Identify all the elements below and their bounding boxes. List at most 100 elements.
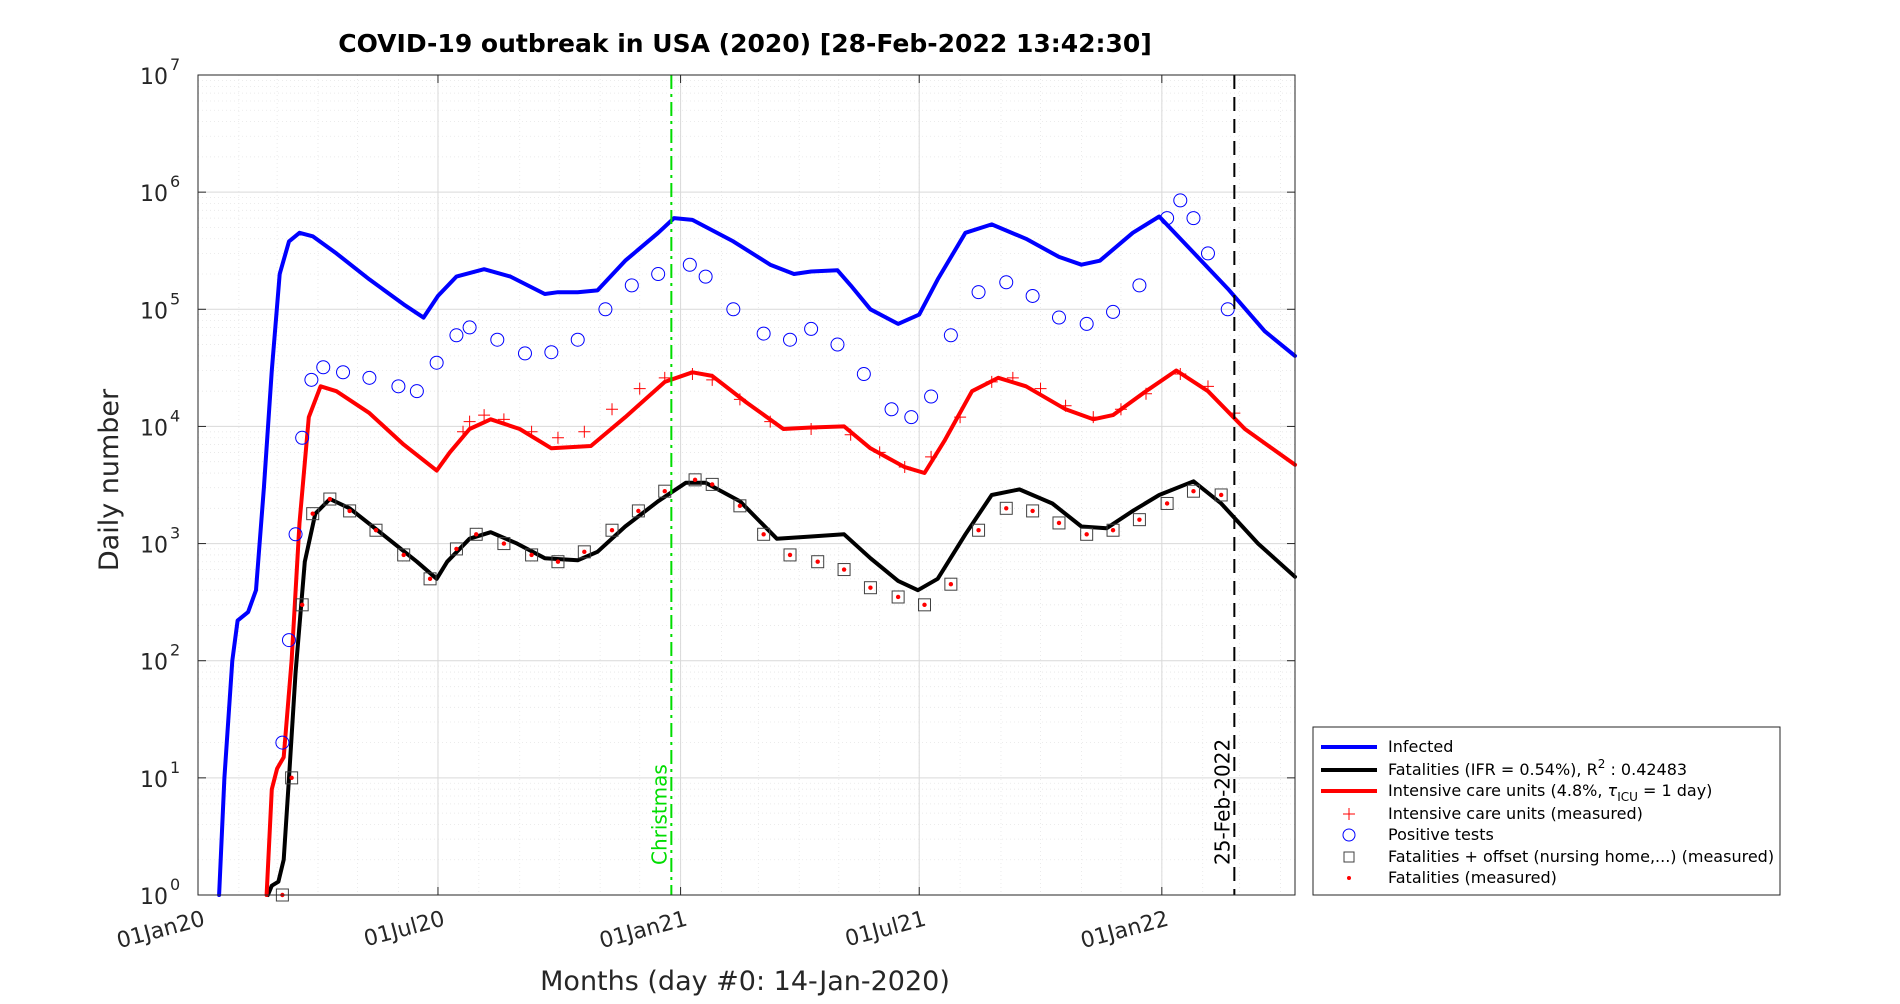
annotation-layer: Christmas 25-Feb-2022	[647, 75, 1236, 895]
data-point-circle	[804, 321, 819, 336]
data-point-dot	[373, 528, 379, 533]
data-point-circle	[1106, 304, 1121, 319]
series-layer	[217, 193, 1297, 902]
data-point-plus	[985, 375, 998, 388]
data-point-plus	[463, 415, 476, 428]
data-point-circle	[1079, 316, 1094, 331]
data-point-square	[295, 598, 309, 612]
legend-label: Intensive care units (measured)	[1388, 804, 1643, 823]
data-point-dot	[427, 576, 433, 582]
data-point-plus	[497, 413, 510, 426]
legend-swatch-circle	[1342, 828, 1356, 842]
data-point-square	[1080, 527, 1094, 541]
y-tick-label: 10	[140, 182, 168, 207]
data-point-square	[811, 555, 825, 569]
y-tick-label: 10	[140, 651, 168, 676]
series-scatter-plus-group	[457, 368, 1241, 474]
legend-label: Fatalities (measured)	[1388, 868, 1557, 887]
data-point-square	[469, 527, 483, 541]
data-point-plus	[873, 446, 886, 459]
data-point-square	[551, 555, 565, 569]
data-point-circle	[429, 355, 444, 370]
data-point-circle	[391, 379, 406, 394]
data-point-dot	[327, 496, 333, 502]
series-scatter-dot-group	[280, 477, 1224, 898]
data-point-square	[757, 527, 771, 541]
data-point-dot	[1004, 506, 1009, 511]
legend-entry: Fatalities (IFR = 0.54%), R2 : 0.42483	[1321, 757, 1687, 779]
data-point-circle	[971, 285, 986, 300]
data-point-plus	[478, 409, 491, 422]
data-point-circle	[1173, 193, 1188, 208]
data-point-dot	[1191, 488, 1196, 494]
data-point-square	[705, 477, 719, 491]
legend-swatch-plus	[1343, 808, 1355, 820]
data-point-dot	[609, 528, 615, 533]
data-point-plus	[686, 368, 699, 381]
legend-label: Fatalities (IFR = 0.54%), R2 : 0.42483	[1388, 757, 1687, 779]
x-axis-label: Months (day #0: 14-Jan-2020)	[540, 966, 950, 997]
data-point-plus	[1114, 403, 1127, 416]
data-point-dot	[474, 532, 479, 537]
data-point-plus	[1087, 411, 1100, 424]
data-point-plus	[658, 371, 671, 384]
data-point-circle	[884, 402, 899, 417]
data-point-plus	[1034, 382, 1047, 395]
data-point-square	[733, 499, 747, 513]
data-point-square	[944, 577, 958, 591]
data-point-circle	[275, 735, 290, 750]
data-point-circle	[856, 367, 871, 382]
data-point-plus	[844, 428, 857, 441]
data-point-dot	[1084, 532, 1089, 537]
data-point-plus	[706, 373, 719, 386]
legend-swatch-dot	[1347, 876, 1351, 880]
y-tick-label: 10	[140, 534, 168, 559]
data-point-square	[323, 492, 337, 506]
legend-entry: Fatalities + offset (nursing home,...) (…	[1343, 847, 1774, 866]
data-point-circle	[304, 372, 319, 387]
data-point-dot	[1110, 528, 1116, 533]
y-tick-exponent: 0	[170, 875, 180, 894]
data-point-square	[1106, 523, 1120, 537]
data-point-square	[688, 473, 702, 487]
data-point-dot	[582, 549, 587, 555]
y-tick-exponent: 3	[170, 524, 180, 543]
data-point-circle	[624, 278, 639, 293]
data-point-circle	[316, 360, 331, 375]
data-point-plus	[1006, 371, 1019, 384]
data-point-square	[306, 507, 320, 521]
data-point-circle	[756, 326, 771, 341]
data-point-plus	[1174, 368, 1187, 381]
data-point-circle	[924, 389, 939, 404]
data-point-square	[999, 501, 1013, 515]
data-point-dot	[710, 482, 715, 487]
vertical-marker-label: Christmas	[647, 764, 671, 865]
data-point-circle	[449, 328, 464, 343]
y-tick-exponent: 5	[170, 289, 180, 308]
data-point-circle	[409, 384, 424, 399]
data-point-circle	[1220, 302, 1235, 317]
data-point-circle	[682, 257, 697, 272]
data-point-square	[449, 542, 463, 556]
data-point-dot	[1164, 501, 1170, 506]
data-point-dot	[692, 477, 698, 483]
data-point-circle	[698, 269, 713, 284]
y-tick-exponent: 2	[170, 641, 180, 660]
data-point-circle	[904, 410, 919, 425]
data-point-plus	[954, 411, 967, 424]
data-point-plus	[898, 461, 911, 474]
data-point-circle	[783, 332, 798, 347]
data-point-plus	[805, 423, 818, 436]
vertical-marker-label: 25-Feb-2022	[1210, 739, 1234, 865]
data-point-square	[1132, 513, 1146, 527]
data-point-square	[1052, 516, 1066, 530]
legend-entry: Positive tests	[1342, 825, 1494, 844]
data-point-circle	[651, 267, 666, 282]
data-point-square	[863, 581, 877, 595]
series-scatter-square-group	[275, 473, 1228, 902]
data-point-square	[837, 563, 851, 577]
data-point-circle	[336, 365, 351, 380]
data-point-dot	[662, 488, 667, 494]
data-point-dot	[529, 552, 534, 558]
